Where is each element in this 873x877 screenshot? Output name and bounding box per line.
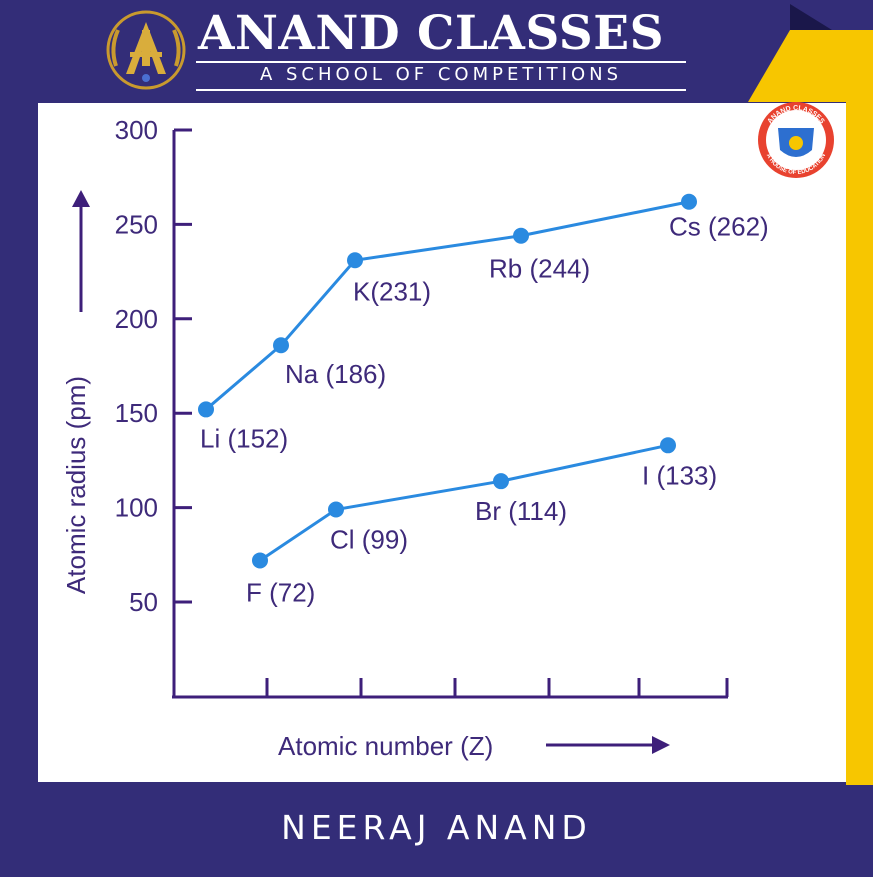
y-tick-label: 50: [129, 587, 158, 617]
x-axis-label: Atomic number (Z): [278, 731, 493, 761]
y-tick-label: 100: [115, 493, 158, 523]
data-label: F (72): [246, 577, 315, 607]
header-title: ANAND CLASSES: [198, 6, 665, 61]
data-point: [493, 473, 509, 490]
data-point: [252, 552, 268, 569]
y-tick-label: 150: [115, 398, 158, 428]
header-divider-top: [196, 61, 686, 63]
data-point: [347, 252, 363, 269]
header-divider: [196, 89, 686, 91]
data-label: Na (186): [285, 359, 386, 389]
data-point: [198, 401, 214, 418]
data-label: Cs (262): [669, 212, 769, 242]
laurel-logo: [104, 8, 188, 99]
y-tick-label: 200: [115, 304, 158, 334]
y-tick-label: 250: [115, 209, 158, 239]
data-label: Cl (99): [330, 524, 408, 554]
series-line-0: [205, 200, 690, 411]
data-label: I (133): [642, 460, 717, 490]
data-point: [681, 193, 697, 210]
footer-name: NEERAJ ANAND: [281, 808, 592, 847]
y-axis-arrowhead: [72, 190, 90, 207]
data-point: [273, 337, 289, 354]
header-subtitle: A SCHOOL OF COMPETITIONS: [259, 64, 623, 85]
yellow-side-bar: [846, 30, 873, 785]
data-point: [660, 437, 676, 454]
data-label: Br (114): [475, 496, 567, 526]
data-label: K(231): [353, 276, 431, 306]
series-line-1: [259, 443, 669, 562]
data-label: Li (152): [200, 423, 288, 453]
x-axis-arrowhead: [652, 736, 670, 754]
y-axis-label: Atomic radius (pm): [61, 376, 91, 594]
badge-logo: ANAND CLASSES A HOUSE OF EDUCATION: [758, 102, 834, 178]
data-point: [513, 227, 529, 244]
y-tick-label: 300: [115, 115, 158, 145]
data-point: [328, 501, 344, 518]
data-label: Rb (244): [489, 254, 590, 284]
